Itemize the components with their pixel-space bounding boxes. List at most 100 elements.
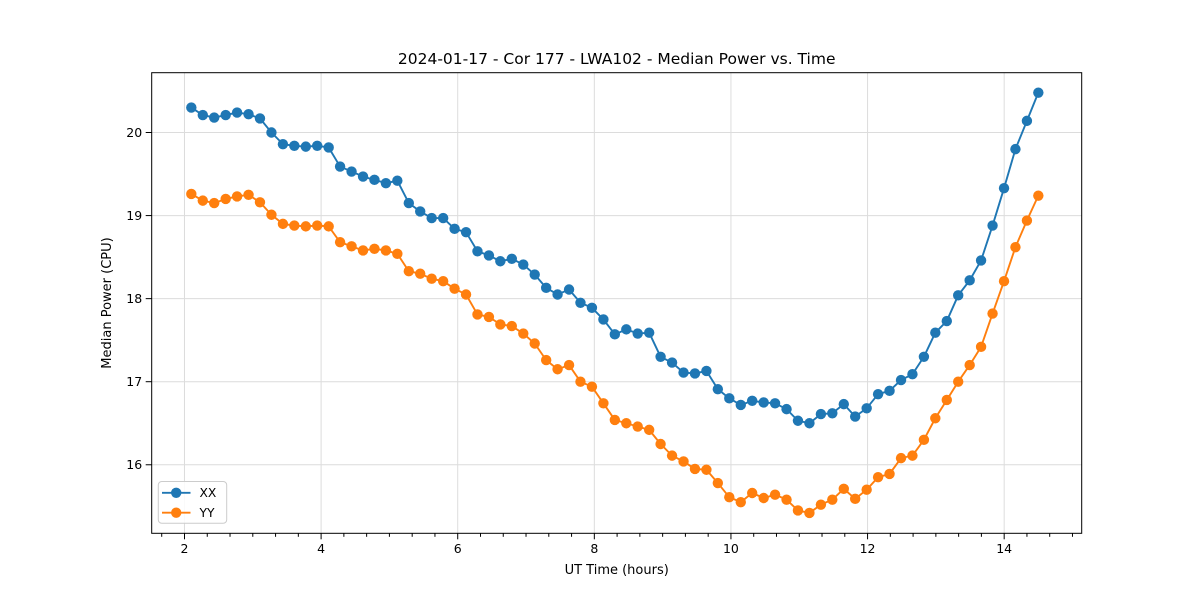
data-point	[231, 107, 243, 118]
data-point	[998, 276, 1010, 287]
data-point	[975, 341, 987, 353]
data-point	[254, 197, 266, 208]
data-point	[449, 283, 460, 294]
data-point	[884, 385, 895, 397]
y-tick-label: 19	[126, 208, 142, 223]
data-point	[334, 161, 346, 172]
y-axis-label: Median Power (CPU)	[100, 237, 115, 368]
data-point	[655, 351, 666, 362]
series-layer	[186, 87, 1044, 519]
data-point	[575, 297, 586, 308]
data-point	[746, 395, 758, 407]
data-point	[209, 112, 220, 123]
data-point	[861, 403, 872, 414]
data-point	[254, 113, 266, 124]
data-point	[380, 245, 392, 256]
data-point	[300, 141, 311, 152]
data-point	[804, 418, 815, 429]
data-point	[930, 327, 941, 338]
x-tick-label: 10	[723, 541, 739, 556]
data-point	[300, 221, 311, 232]
data-point	[838, 398, 849, 410]
data-point	[941, 315, 952, 327]
data-point	[220, 193, 231, 205]
data-point	[918, 351, 930, 362]
data-point	[953, 376, 964, 387]
data-point	[895, 452, 907, 464]
data-point	[495, 256, 506, 267]
data-point	[872, 472, 884, 483]
data-point	[632, 421, 643, 432]
series-xx-points	[186, 87, 1044, 429]
data-point	[575, 376, 586, 387]
data-point	[506, 320, 518, 332]
data-point	[277, 138, 289, 150]
data-point	[369, 174, 380, 186]
data-point	[712, 383, 724, 395]
data-point	[415, 206, 426, 217]
data-point	[518, 328, 529, 339]
data-point	[186, 188, 197, 200]
data-point	[735, 399, 746, 411]
data-point	[243, 109, 254, 120]
data-point	[643, 327, 655, 338]
data-point	[598, 398, 609, 409]
data-point	[403, 266, 415, 277]
data-point	[598, 314, 609, 325]
data-point	[437, 212, 449, 224]
data-point	[930, 413, 941, 424]
data-point	[689, 368, 701, 379]
data-point	[724, 393, 735, 404]
data-point	[460, 289, 472, 300]
data-point	[998, 182, 1010, 194]
data-point	[632, 328, 643, 339]
data-point	[518, 259, 529, 270]
legend-item-xx: XX	[162, 486, 217, 500]
data-point	[323, 142, 334, 153]
data-point	[987, 220, 998, 231]
data-point	[426, 212, 437, 224]
data-point	[621, 324, 632, 335]
data-point	[529, 269, 540, 280]
data-point	[586, 302, 598, 313]
legend-label-yy: YY	[199, 506, 216, 520]
data-point	[781, 494, 792, 505]
data-point	[815, 408, 827, 420]
y-tick-label: 18	[126, 291, 142, 306]
data-point	[643, 424, 655, 436]
data-point	[941, 394, 952, 406]
x-axis-label: UT Time (hours)	[565, 563, 669, 578]
gridlines	[151, 72, 1082, 534]
data-point	[426, 273, 437, 284]
data-point	[712, 477, 724, 489]
data-point	[415, 268, 426, 279]
data-point	[666, 450, 678, 461]
data-point	[323, 221, 334, 232]
data-point	[1021, 115, 1033, 127]
data-point	[334, 236, 346, 248]
data-point	[827, 494, 838, 505]
data-point	[964, 359, 975, 371]
data-point	[689, 463, 701, 475]
data-point	[495, 319, 506, 330]
x-tick-label: 6	[454, 541, 462, 556]
data-point	[563, 284, 575, 295]
data-point	[506, 253, 518, 264]
x-tick-label: 12	[860, 541, 876, 556]
data-point	[907, 369, 918, 380]
data-point	[197, 109, 208, 121]
data-point	[1010, 241, 1021, 253]
data-point	[1033, 190, 1044, 201]
data-point	[666, 357, 678, 368]
data-point	[827, 408, 838, 419]
data-point	[621, 418, 632, 429]
data-point	[678, 456, 689, 467]
legend-label-xx: XX	[200, 486, 217, 500]
axis-tick-labels: 2 4 6 8 10 12 14 16 17 18 19 20	[126, 125, 1012, 556]
data-point	[472, 246, 483, 257]
data-point	[197, 195, 208, 206]
data-point	[655, 438, 666, 450]
data-point	[975, 255, 987, 266]
data-point	[758, 397, 769, 408]
x-tick-label: 8	[590, 541, 598, 556]
